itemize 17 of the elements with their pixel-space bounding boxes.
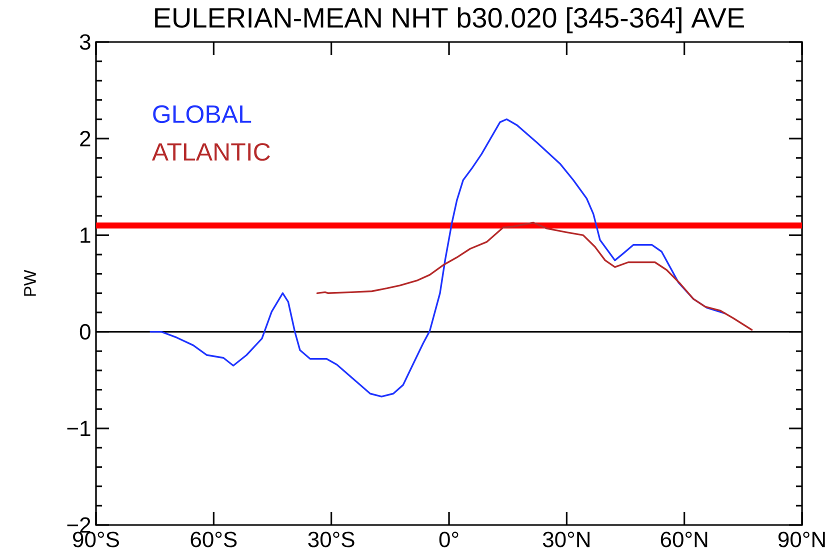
x-tick-label: 30°N [542, 532, 590, 548]
x-tick-label: 90°S [73, 532, 119, 548]
y-tick-label: 2 [80, 130, 90, 146]
y-tick-label: 0 [80, 324, 90, 340]
y-tick-label: −1 [67, 420, 90, 436]
text: GLOBAL [153, 105, 252, 124]
y-axis-title: PW [24, 270, 36, 296]
chart-title: EULERIAN-MEAN NHT b30.020 [345-364] AVE [155, 7, 744, 34]
y-tick-label: 3 [80, 34, 90, 50]
x-tick-label: 60°S [190, 532, 237, 548]
x-tick-label: 0° [439, 532, 458, 548]
x-tick-label: 90°N [778, 532, 825, 548]
x-tick-label: 30°S [308, 532, 354, 548]
y-tick-label: 1 [80, 228, 90, 243]
text: ATLANTIC [152, 143, 270, 161]
y-tick-label: −2 [67, 517, 90, 533]
x-tick-label: 60°N [660, 532, 708, 548]
